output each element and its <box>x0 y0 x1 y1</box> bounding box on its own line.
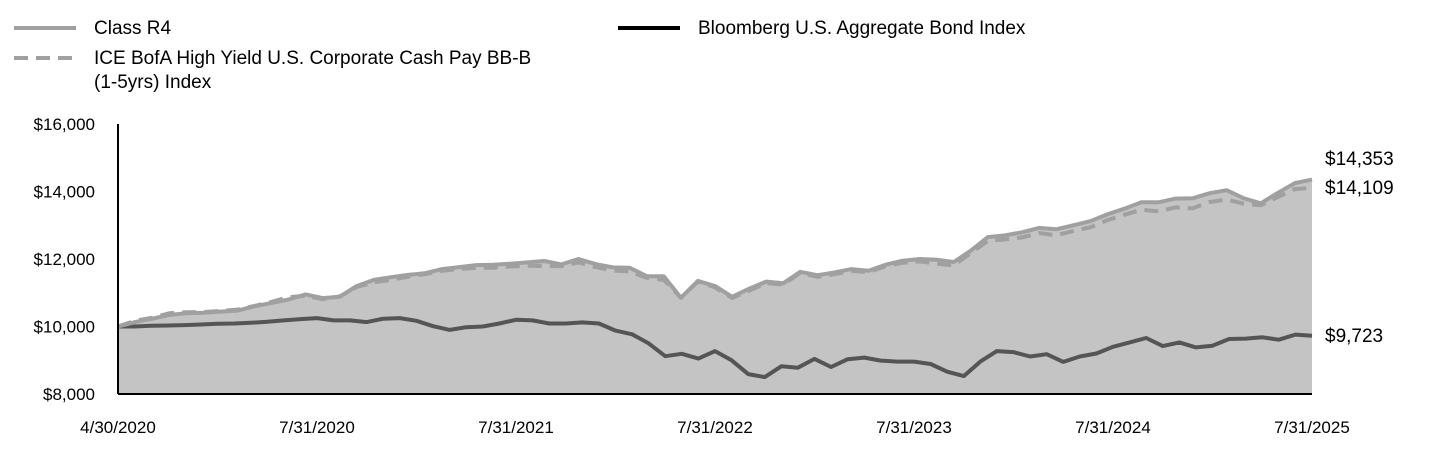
end-value-label: $14,353 <box>1325 149 1394 170</box>
legend-label: Class R4 <box>94 18 172 39</box>
end-value-label: $14,109 <box>1325 178 1394 199</box>
x-tick-label: 7/31/2025 <box>1274 418 1350 437</box>
x-tick-label: 7/31/2022 <box>677 418 753 437</box>
legend-label: Bloomberg U.S. Aggregate Bond Index <box>698 18 1026 39</box>
legend: Class R4 ICE BofA High Yield U.S. Corpor… <box>0 0 1440 100</box>
legend-label: ICE BofA High Yield U.S. Corporate Cash … <box>94 48 532 93</box>
y-tick-label: $12,000 <box>34 250 95 269</box>
end-value-label: $9,723 <box>1325 326 1383 347</box>
x-tick-label: 7/31/2020 <box>279 418 355 437</box>
y-tick-label: $8,000 <box>43 385 95 404</box>
legend-item-bloomberg-aggregate: Bloomberg U.S. Aggregate Bond Index <box>618 17 1025 41</box>
legend-swatch-dashed-gray <box>14 47 76 65</box>
x-tick-label: 7/31/2021 <box>478 418 554 437</box>
legend-swatch-solid-gray <box>14 17 76 35</box>
legend-swatch-solid-black <box>618 17 680 35</box>
x-tick-label: 7/31/2024 <box>1075 418 1151 437</box>
x-tick-label: 7/31/2023 <box>876 418 952 437</box>
x-tick-label: 4/30/2020 <box>80 418 156 437</box>
legend-item-class-r4: Class R4 <box>14 17 171 41</box>
y-tick-label: $16,000 <box>34 115 95 134</box>
legend-item-ice-bofa-index: ICE BofA High Yield U.S. Corporate Cash … <box>14 47 604 95</box>
y-tick-label: $10,000 <box>34 318 95 337</box>
series-line-bloomberg-aggregate <box>118 316 1313 380</box>
series-line-class-r4 <box>117 177 1313 329</box>
y-tick-label: $14,000 <box>34 183 95 202</box>
